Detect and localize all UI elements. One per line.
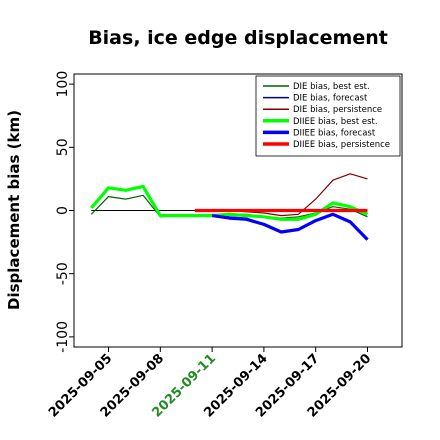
y-tick-label: 100 [55,71,71,98]
legend-label: DIE bias, best est. [293,82,370,92]
y-axis-ticks: 100 50 0 -50 -100 [55,71,74,353]
series-lines [90,173,369,241]
legend-label: DIE bias, persistence [293,105,382,115]
legend-label: DIE bias, forecast [293,94,368,104]
y-axis-label: Displacement bias (km) [5,110,23,310]
y-tick-label: 50 [55,138,71,156]
y-tick-label: 0 [55,206,71,215]
series-line-4 [211,212,369,241]
x-axis-ticks: 2025-09-052025-09-082025-09-112025-09-14… [46,347,374,421]
legend-label: DIIEE bias, forecast [293,128,376,138]
legend-label: DIIEE bias, persistence [293,140,390,150]
legend: DIE bias, best est. DIE bias, forecastDIE… [255,75,401,157]
chart-title: Bias, ice edge displacement [88,27,388,49]
y-tick-label: -100 [55,321,71,353]
y-tick-label: -50 [55,262,71,285]
legend-label: DIIEE bias, best est. [293,117,378,127]
